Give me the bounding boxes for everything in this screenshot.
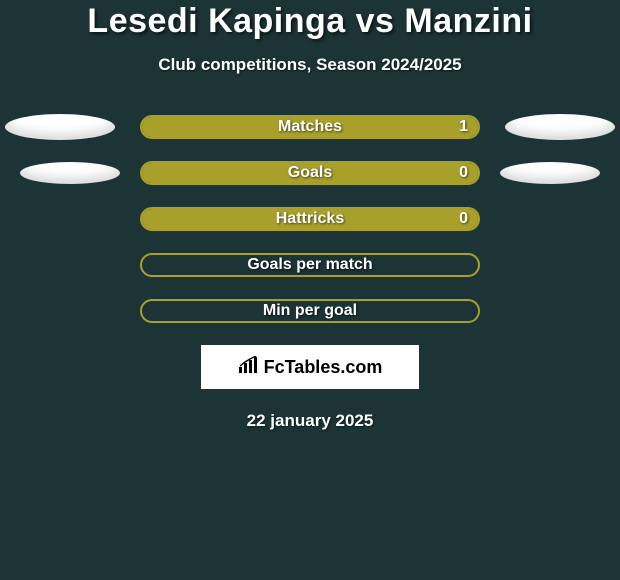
left-ellipse <box>20 162 120 184</box>
chart-icon <box>238 356 260 379</box>
stat-bar: Hattricks 0 <box>140 207 480 231</box>
stat-label: Hattricks <box>276 210 344 228</box>
stat-row: Goals per match <box>140 253 480 277</box>
stat-value: 0 <box>459 210 468 228</box>
stat-row: Goals 0 <box>140 161 480 185</box>
stat-row: Hattricks 0 <box>140 207 480 231</box>
stat-bar: Matches 1 <box>140 115 480 139</box>
left-ellipse <box>5 114 115 140</box>
right-ellipse <box>505 114 615 140</box>
stat-bar: Min per goal <box>140 299 480 323</box>
stat-row: Matches 1 <box>140 115 480 139</box>
page-title: Lesedi Kapinga vs Manzini <box>0 2 620 41</box>
page-subtitle: Club competitions, Season 2024/2025 <box>0 55 620 75</box>
date-text: 22 january 2025 <box>0 411 620 431</box>
stat-label: Goals <box>288 164 332 182</box>
comparison-card: Lesedi Kapinga vs Manzini Club competiti… <box>0 0 620 431</box>
stat-row: Min per goal <box>140 299 480 323</box>
stat-label: Goals per match <box>247 256 372 274</box>
badge-text: FcTables.com <box>264 357 383 378</box>
stat-label: Min per goal <box>263 302 357 320</box>
stat-bar: Goals per match <box>140 253 480 277</box>
source-badge: FcTables.com <box>201 345 419 389</box>
stat-value: 0 <box>459 164 468 182</box>
stat-label: Matches <box>278 118 342 136</box>
right-ellipse <box>500 162 600 184</box>
stat-value: 1 <box>459 118 468 136</box>
stat-rows: Matches 1 Goals 0 Hattricks 0 Goals per match M… <box>0 115 620 323</box>
stat-bar: Goals 0 <box>140 161 480 185</box>
